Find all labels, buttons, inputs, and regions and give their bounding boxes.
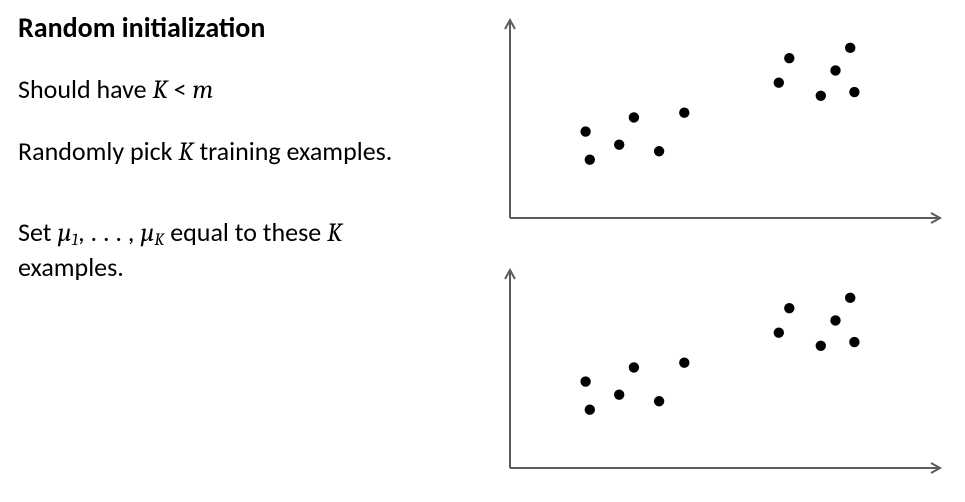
math-K: K <box>178 137 193 167</box>
math-mu: µ <box>57 218 71 248</box>
line-set-mu: Set µ1, . . . , µK equal to these K exam… <box>18 216 438 284</box>
text: Set <box>18 216 57 248</box>
text: equal to these <box>164 216 327 248</box>
chart-column <box>450 0 960 502</box>
text: Should have <box>18 73 152 105</box>
text: Randomly pick <box>18 135 178 167</box>
text: , . . . , <box>78 216 140 248</box>
math-K: K <box>152 75 167 105</box>
math-m: m <box>192 75 213 105</box>
math-K: K <box>327 218 342 248</box>
scatter-chart-top <box>470 8 950 238</box>
math-mu: µ <box>140 218 154 248</box>
text: training examples. <box>194 135 393 167</box>
text: examples. <box>18 251 124 283</box>
math-sub-K: K <box>154 231 164 250</box>
slide: Random initialization Should have K < m … <box>0 0 965 502</box>
line-should-have: Should have K < m <box>18 73 438 107</box>
text-lt: < <box>168 73 193 105</box>
text-column: Random initialization Should have K < m … <box>18 10 438 284</box>
scatter-chart-bottom <box>470 258 950 488</box>
line-random-pick: Randomly pick K training examples. <box>18 135 438 169</box>
slide-title: Random initialization <box>18 10 438 45</box>
